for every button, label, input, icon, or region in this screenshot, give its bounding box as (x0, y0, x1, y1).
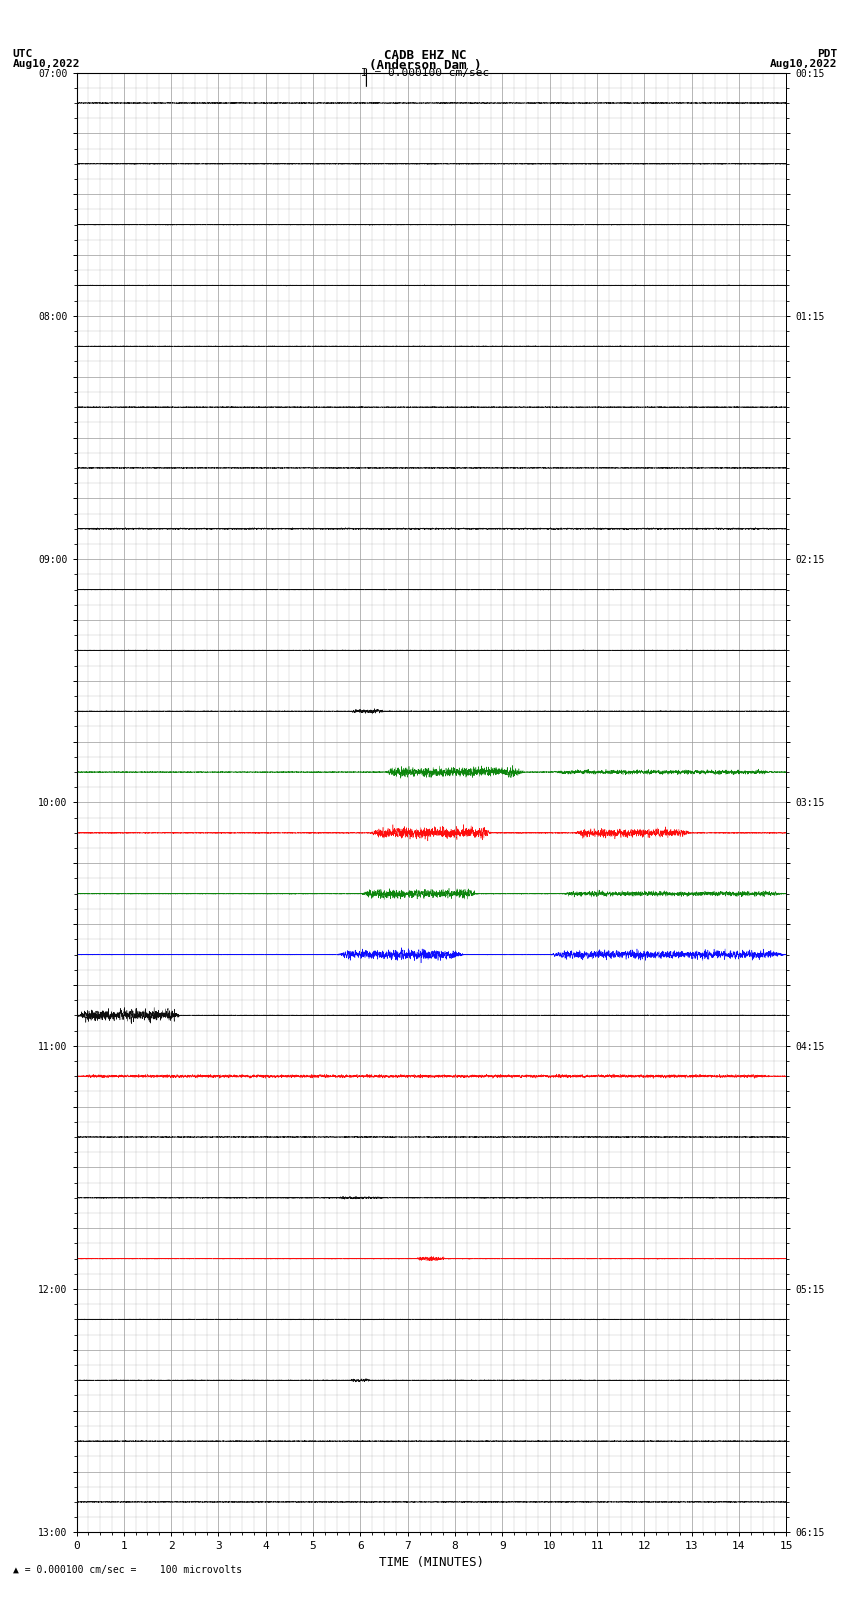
Text: PDT: PDT (817, 50, 837, 60)
Text: Aug10,2022: Aug10,2022 (13, 58, 80, 69)
Text: ▏: ▏ (366, 68, 374, 85)
Text: I = 0.000100 cm/sec: I = 0.000100 cm/sec (361, 68, 489, 77)
Text: ▲ = 0.000100 cm/sec =    100 microvolts: ▲ = 0.000100 cm/sec = 100 microvolts (13, 1565, 242, 1574)
Text: UTC: UTC (13, 50, 33, 60)
Text: Aug10,2022: Aug10,2022 (770, 58, 837, 69)
Text: CADB EHZ NC: CADB EHZ NC (383, 50, 467, 63)
X-axis label: TIME (MINUTES): TIME (MINUTES) (379, 1555, 484, 1568)
Text: (Anderson Dam ): (Anderson Dam ) (369, 58, 481, 73)
